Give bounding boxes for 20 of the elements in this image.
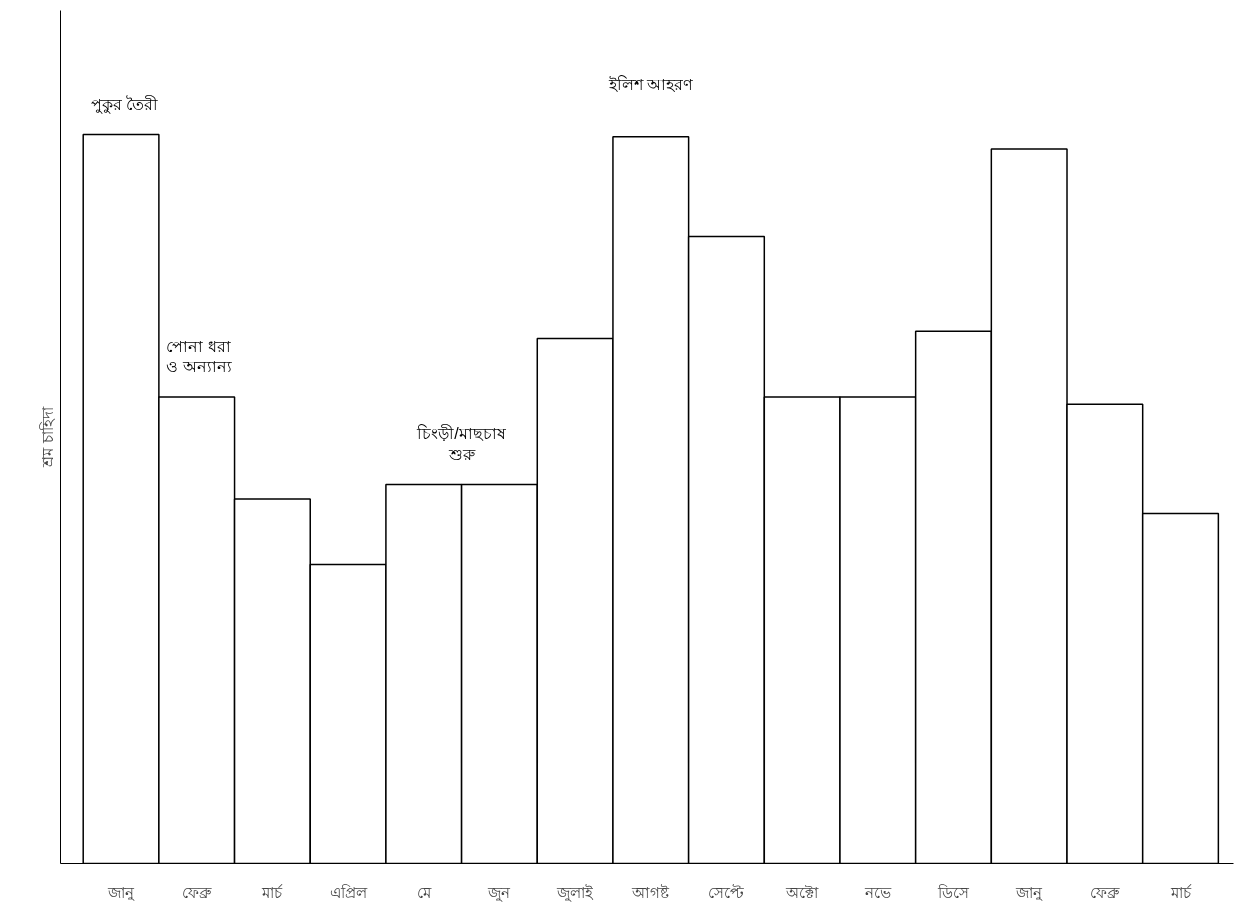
text: পুকুর তৈরী [90,94,159,114]
x-tick-label: মার্চ [1169,883,1192,901]
x-tick-label: মে [416,883,432,901]
y-axis-title: শ্রম চাহিদা [38,406,56,468]
x-tick-label: জুন [487,883,512,902]
x-tick-label: সেপ্টে [708,883,745,901]
x-tick-label: আগষ্ট [631,883,671,901]
x-tick-label: ডিসে [936,883,970,901]
x-tick-label: ফেব্রু [1090,883,1121,901]
annotation: চিংড়ী/মাছচাষ শুরু [416,424,507,463]
x-tick-label: জানু [1015,883,1044,901]
x-tick-label: মার্চ [261,883,284,901]
x-tick-label: জানু [107,883,136,901]
x-tick-label: এপ্রিল [329,883,368,901]
x-tick-label: জুলাই [556,883,595,902]
x-tick-label: ফেব্রু [182,883,213,901]
text: ইলিশ আহরণ [607,74,694,93]
x-tick-label: নভে [863,883,892,901]
x-tick-label: অক্টো [785,883,820,901]
annotation: পোনা ধরা ও অন্যান্য [166,337,232,376]
